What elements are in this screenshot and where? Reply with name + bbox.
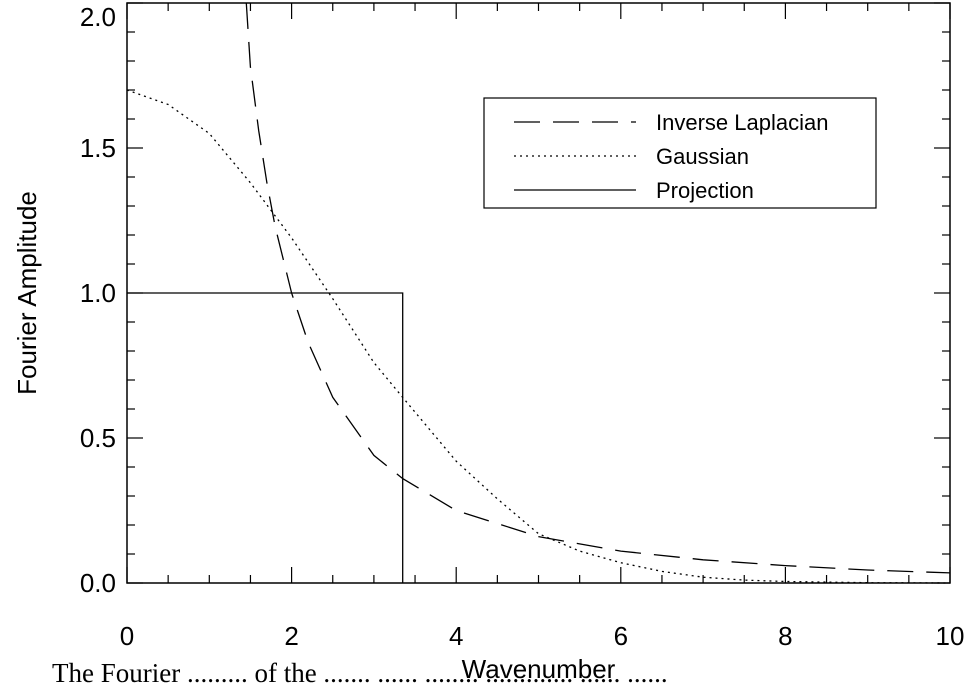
y-tick-label: 0.5 bbox=[80, 423, 116, 453]
y-tick-label: 0.0 bbox=[80, 568, 116, 598]
y-axis-title: Fourier Amplitude bbox=[12, 191, 42, 395]
x-tick-label: 8 bbox=[778, 621, 792, 651]
y-tick-label: 2.0 bbox=[80, 2, 116, 32]
legend-label: Gaussian bbox=[656, 144, 749, 169]
x-tick-label: 0 bbox=[120, 621, 134, 651]
figure-caption: The Fourier ......... of the ....... ...… bbox=[52, 658, 668, 688]
x-axis-title: Wavenumber bbox=[462, 654, 616, 684]
plot-area: 0 2 4 6 8 10 0.0 0.5 1.0 1.5 2.0 bbox=[80, 2, 965, 651]
x-tick-label: 6 bbox=[614, 621, 628, 651]
series-line-inverse-laplacian bbox=[245, 2, 951, 574]
x-axis-ticks: 0 2 4 6 8 10 bbox=[120, 3, 965, 651]
series-line-projection bbox=[127, 292, 404, 583]
legend-label: Inverse Laplacian bbox=[656, 110, 828, 135]
x-tick-label: 2 bbox=[284, 621, 298, 651]
legend: Inverse Laplacian Gaussian Projection bbox=[483, 97, 877, 209]
legend-label: Projection bbox=[656, 178, 754, 203]
x-tick-label: 10 bbox=[936, 621, 965, 651]
y-tick-label: 1.0 bbox=[80, 278, 116, 308]
series-lines bbox=[126, 2, 951, 584]
x-tick-label: 4 bbox=[449, 621, 463, 651]
y-axis-ticks: 0.0 0.5 1.0 1.5 2.0 bbox=[80, 2, 950, 598]
y-tick-label: 1.5 bbox=[80, 133, 116, 163]
